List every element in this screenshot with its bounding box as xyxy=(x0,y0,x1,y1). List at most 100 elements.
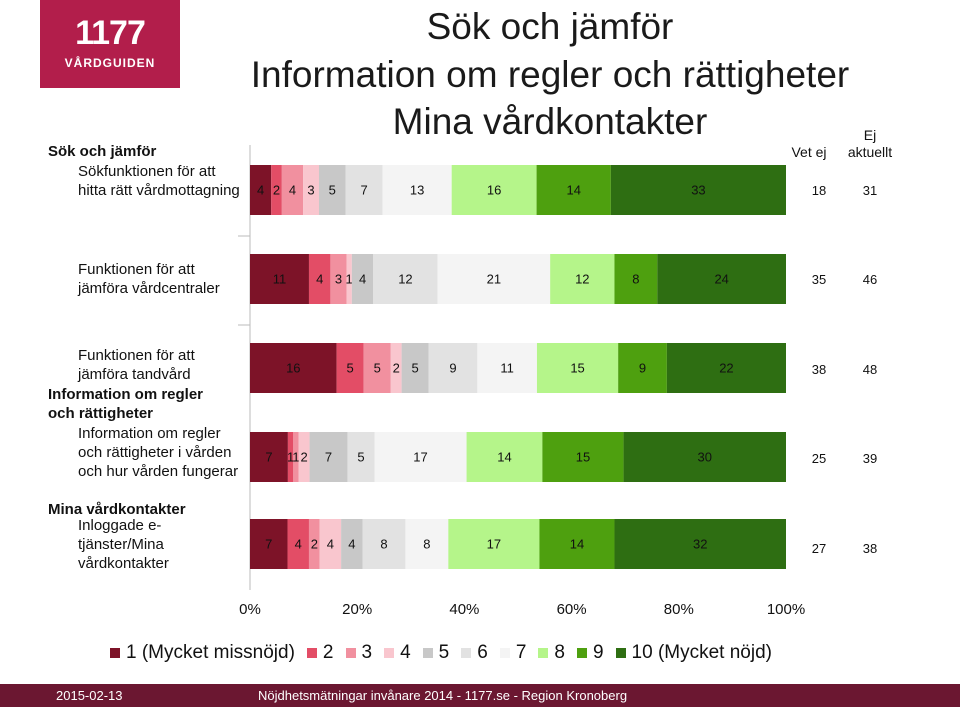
bar-row3-seg10 xyxy=(666,343,786,393)
logo: 1177 VÅRDGUIDEN xyxy=(40,0,180,88)
row-label-5: Inloggade e-tjänster/Mina vårdkontakter xyxy=(78,517,169,572)
bar-row3-seg6 xyxy=(428,343,478,393)
data-label-row5-seg6: 8 xyxy=(380,537,387,552)
bar-row4-seg8 xyxy=(466,432,543,482)
legend-item-7: 7 xyxy=(499,642,527,664)
bar-row2-seg5 xyxy=(351,254,374,304)
legend-label-5: 5 xyxy=(438,642,450,663)
data-label-row2-seg3: 3 xyxy=(335,272,342,287)
data-label-row4-seg3: 1 xyxy=(292,450,299,465)
x-tick-0: 0% xyxy=(239,601,261,618)
legend-label-6: 6 xyxy=(477,642,488,663)
bar-row4-seg1 xyxy=(250,432,288,482)
data-label-row1-seg3: 4 xyxy=(289,183,296,198)
data-label-row5-seg3: 2 xyxy=(311,537,318,552)
header-vet-ej: Vet ej xyxy=(791,144,827,160)
bar-row3-seg2 xyxy=(336,343,364,393)
section-label-sok: Sök och jämför xyxy=(48,143,157,160)
legend-label-1: 1 (Mycket missnöjd) xyxy=(126,642,295,663)
data-label-row5-seg8: 17 xyxy=(487,537,501,552)
x-tick-4: 80% xyxy=(664,601,694,618)
data-label-row5-seg5: 4 xyxy=(348,537,355,552)
data-label-row4-seg5: 7 xyxy=(325,450,332,465)
legend-swatch-3 xyxy=(345,648,356,658)
ej-aktuellt-value-2: 46 xyxy=(862,272,878,287)
bar-row5-seg2 xyxy=(287,519,309,569)
bar-row2-seg3 xyxy=(330,254,347,304)
title-line-1: Sök och jämför xyxy=(426,6,674,47)
bar-row3-seg7 xyxy=(477,343,537,393)
legend-label-10: 10 (Mycket nöjd) xyxy=(631,642,772,663)
bar-row1-seg10 xyxy=(610,165,786,215)
bar-row1-seg9 xyxy=(536,165,611,215)
bar-row5-seg4 xyxy=(319,519,342,569)
data-label-row2-seg1: 11 xyxy=(273,272,287,287)
data-label-row1-seg8: 16 xyxy=(487,183,501,198)
vet-ej-value-5: 27 xyxy=(811,541,827,556)
bar-row3-seg9 xyxy=(618,343,667,393)
bar-row2-seg6 xyxy=(373,254,438,304)
legend-swatch-2 xyxy=(306,648,317,658)
data-label-row4-seg1: 7 xyxy=(265,450,272,465)
data-label-row1-seg6: 7 xyxy=(360,183,367,198)
data-label-row3-seg9: 9 xyxy=(639,361,646,376)
bar-row5-seg7 xyxy=(405,519,449,569)
legend-item-3: 3 xyxy=(345,642,372,664)
bar-row4-seg10 xyxy=(623,432,786,482)
bar-row5-seg9 xyxy=(539,519,615,569)
x-tick-2: 40% xyxy=(449,601,479,618)
legend-swatch-9 xyxy=(576,648,587,658)
data-label-row4-seg2: 1 xyxy=(287,450,294,465)
bar-row4-seg2 xyxy=(287,432,294,482)
data-label-row1-seg9: 14 xyxy=(566,183,580,198)
bar-row5-seg10 xyxy=(614,519,786,569)
data-label-row5-seg10: 32 xyxy=(693,537,707,552)
vet-ej-value-4: 25 xyxy=(811,451,827,466)
bar-row4-seg5 xyxy=(309,432,348,482)
data-label-row3-seg6: 9 xyxy=(449,361,456,376)
data-label-row3-seg4: 2 xyxy=(393,361,400,376)
title-line-2: Information om regler och rättigheter xyxy=(250,54,850,95)
bar-row4-seg6 xyxy=(347,432,375,482)
bar-row4-seg3 xyxy=(293,432,299,482)
bar-row5-seg1 xyxy=(250,519,288,569)
legend-swatch-8 xyxy=(538,648,549,658)
section-label-mina: Mina vårdkontakter xyxy=(48,501,186,518)
data-label-row2-seg5: 4 xyxy=(359,272,366,287)
data-label-row5-seg4: 4 xyxy=(327,537,334,552)
footer-date: 2015-02-13 xyxy=(56,688,123,703)
data-label-row1-seg7: 13 xyxy=(410,183,424,198)
legend-item-5: 5 xyxy=(422,642,450,664)
data-label-row3-seg3: 5 xyxy=(374,361,381,376)
row-label-3: Funktionen för att jämföra tandvård xyxy=(78,347,195,383)
bar-row3-seg4 xyxy=(390,343,402,393)
row-label-2: Funktionen för att jämföra vårdcentraler xyxy=(78,261,220,297)
data-label-row3-seg10: 22 xyxy=(719,361,733,376)
legend-item-6: 6 xyxy=(461,642,488,664)
data-label-row1-seg2: 2 xyxy=(273,183,280,198)
legend-swatch-6 xyxy=(461,648,472,658)
legend-item-10: 10 (Mycket nöjd) xyxy=(615,642,772,664)
legend-label-9: 9 xyxy=(592,642,604,663)
bar-row1-seg3 xyxy=(281,165,304,215)
legend-label-8: 8 xyxy=(554,642,565,663)
bar-row1-seg6 xyxy=(345,165,383,215)
bar-row2-seg4 xyxy=(346,254,352,304)
vet-ej-value-1: 18 xyxy=(811,183,827,198)
legend-label-7: 7 xyxy=(515,642,527,663)
bar-row2-seg10 xyxy=(657,254,786,304)
data-label-row4-seg7: 17 xyxy=(413,450,427,465)
header-ej-aktuellt: Ej aktuellt xyxy=(847,127,893,160)
data-label-row5-seg1: 7 xyxy=(265,537,272,552)
footer-text: Nöjdhetsmätningar invånare 2014 - 1177.s… xyxy=(258,688,628,703)
bar-row3-seg1 xyxy=(250,343,337,393)
data-label-row3-seg1: 16 xyxy=(286,361,300,376)
data-label-row1-seg1: 4 xyxy=(257,183,264,198)
bar-row4-seg4 xyxy=(298,432,310,482)
bar-row1-seg2 xyxy=(271,165,282,215)
legend-label-4: 4 xyxy=(400,642,411,663)
x-tick-5: 100% xyxy=(767,601,805,618)
bar-row4-seg9 xyxy=(542,432,624,482)
data-label-row5-seg2: 4 xyxy=(295,537,302,552)
